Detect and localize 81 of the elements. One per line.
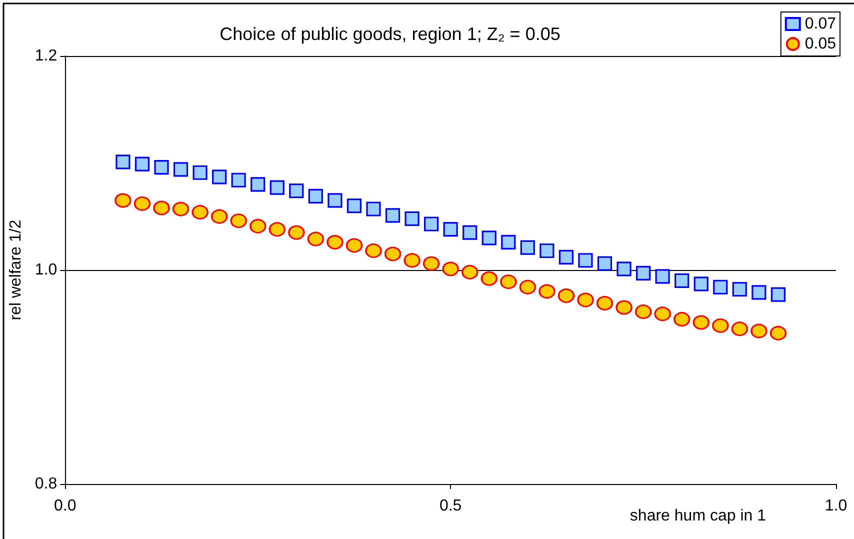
point bbox=[268, 222, 286, 237]
point bbox=[289, 184, 304, 198]
point bbox=[616, 262, 632, 276]
point bbox=[424, 216, 439, 232]
point bbox=[558, 250, 574, 264]
x-tick-label: 0.0 bbox=[54, 498, 76, 514]
point bbox=[750, 324, 768, 338]
point bbox=[366, 202, 381, 216]
point bbox=[558, 288, 574, 303]
point bbox=[654, 306, 671, 322]
point bbox=[712, 318, 729, 333]
point bbox=[597, 256, 612, 271]
point bbox=[212, 170, 227, 184]
point bbox=[519, 280, 536, 294]
point bbox=[443, 222, 458, 237]
point bbox=[732, 282, 747, 297]
point bbox=[713, 280, 728, 294]
point bbox=[134, 156, 150, 172]
x-tick-label: 0.5 bbox=[439, 498, 462, 514]
point bbox=[307, 232, 324, 246]
point bbox=[404, 211, 420, 226]
point bbox=[154, 160, 169, 175]
point bbox=[442, 262, 459, 276]
point bbox=[385, 208, 400, 223]
point bbox=[250, 177, 266, 192]
point bbox=[230, 213, 247, 228]
legend-label: 0.05 bbox=[804, 36, 836, 52]
point bbox=[596, 296, 614, 310]
point bbox=[153, 200, 170, 216]
point bbox=[578, 253, 593, 268]
point bbox=[635, 304, 652, 320]
point bbox=[270, 180, 284, 195]
point bbox=[462, 225, 478, 240]
point bbox=[692, 315, 710, 330]
point bbox=[577, 292, 594, 308]
point bbox=[384, 246, 402, 262]
point bbox=[250, 218, 266, 234]
point bbox=[520, 240, 535, 255]
chart-title: Choice of public goods, region 1; Z₂ = 0.05 bbox=[220, 24, 560, 44]
point bbox=[192, 165, 208, 180]
point bbox=[538, 284, 556, 299]
x-axis-title: share hum cap in 1 bbox=[630, 508, 766, 524]
point bbox=[114, 193, 132, 208]
point bbox=[116, 154, 130, 170]
point bbox=[616, 300, 632, 315]
point bbox=[674, 312, 690, 327]
point bbox=[211, 209, 228, 224]
point bbox=[500, 274, 517, 290]
point bbox=[346, 238, 363, 253]
y-tick-label: 1.2 bbox=[34, 48, 58, 64]
point bbox=[231, 172, 246, 188]
x-tick-label: 1.0 bbox=[824, 498, 848, 514]
point bbox=[482, 230, 496, 246]
point bbox=[173, 162, 188, 177]
point bbox=[462, 264, 478, 280]
point bbox=[636, 266, 651, 281]
point bbox=[501, 234, 516, 250]
point bbox=[346, 198, 362, 214]
point bbox=[540, 243, 554, 258]
point bbox=[328, 193, 342, 208]
y-tick-label: 1.0 bbox=[34, 262, 58, 278]
point bbox=[752, 285, 766, 300]
point bbox=[694, 276, 708, 292]
point bbox=[480, 271, 498, 286]
point bbox=[655, 269, 670, 284]
point bbox=[770, 326, 786, 340]
y-axis-title: rel welfare 1/2 bbox=[8, 220, 24, 320]
point bbox=[326, 234, 344, 250]
point bbox=[172, 202, 190, 216]
point bbox=[308, 188, 323, 204]
legend-label: 0.07 bbox=[804, 16, 836, 32]
point bbox=[365, 243, 382, 258]
point bbox=[404, 253, 420, 268]
point bbox=[423, 256, 440, 271]
point bbox=[674, 273, 690, 288]
point bbox=[134, 196, 151, 211]
point bbox=[288, 225, 305, 240]
point bbox=[731, 322, 748, 336]
point bbox=[770, 287, 786, 302]
point bbox=[192, 204, 208, 220]
y-tick-label: 0.8 bbox=[34, 476, 58, 492]
